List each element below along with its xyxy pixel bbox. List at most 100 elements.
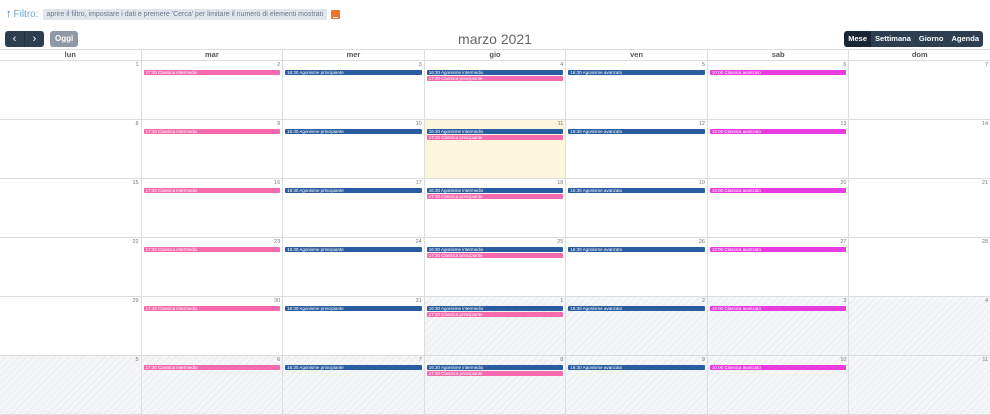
day-cell[interactable]: 29 — [0, 297, 141, 355]
event[interactable]: 10:00 Classica avanzato — [709, 247, 847, 252]
event[interactable]: 16:30 Agonisme intermedio — [426, 247, 564, 252]
day-cell-today[interactable]: 11 16:30 Agonisme intermedio 17:30 Classic… — [423, 120, 566, 178]
today-button[interactable]: Oggi — [50, 31, 79, 47]
event[interactable]: 16:30 Agonisme principiante — [285, 129, 422, 134]
event[interactable]: 16:30 Agonisme avanzato — [568, 365, 705, 370]
event[interactable]: 16:30 Agonisme avanzato — [568, 247, 705, 252]
day-cell-other-month[interactable]: 11 — [848, 356, 990, 414]
day-cell[interactable]: 10 16:30 Agonisme principiante — [282, 120, 424, 178]
day-number: 17 — [415, 180, 422, 186]
day-cell-other-month[interactable]: 6 17:30 Classica intermedio — [140, 356, 283, 414]
view-week-button[interactable]: Settimana — [871, 31, 915, 47]
day-cell-other-month[interactable]: 10 10:00 Classica avanzato — [706, 356, 849, 414]
event[interactable]: 17:30 Classica principiante — [426, 194, 564, 199]
day-cell-other-month[interactable]: 4 — [848, 297, 990, 355]
event[interactable]: 10:00 Classica avanzato — [709, 365, 847, 370]
day-cell[interactable]: 7 — [848, 61, 990, 119]
day-cell-other-month[interactable]: 9 16:30 Agonisme avanzato — [565, 356, 707, 414]
event[interactable]: 17:30 Classica principiante — [426, 135, 564, 140]
day-cell[interactable]: 22 — [0, 238, 141, 296]
event[interactable]: 16:30 Agonisme intermedio — [426, 188, 564, 193]
day-cell[interactable]: 5 16:30 Agonisme avanzato — [565, 61, 707, 119]
day-cell[interactable]: 19 16:30 Agonisme avanzato — [565, 179, 707, 237]
event[interactable]: 16:30 Agonisme principiante — [285, 188, 422, 193]
day-cell[interactable]: 31 16:30 Agonisme principiante — [282, 297, 424, 355]
day-cell[interactable]: 12 16:30 Agonisme avanzato — [565, 120, 707, 178]
event[interactable]: 10:00 Classica avanzato — [709, 129, 847, 134]
day-cell-other-month[interactable]: 8 16:30 Agonisme intermedio 17:30 Classica… — [423, 356, 566, 414]
event[interactable]: 16:30 Agonisme avanzato — [568, 188, 705, 193]
day-number: 18 — [557, 180, 564, 186]
day-cell[interactable]: 14 — [848, 120, 990, 178]
weekday-mon: lun — [64, 50, 76, 59]
day-cell[interactable]: 24 16:30 Agonisme principiante — [282, 238, 424, 296]
day-cell[interactable]: 13 10:00 Classica avanzato — [706, 120, 849, 178]
event[interactable]: 16:30 Agonisme intermedio — [426, 306, 564, 311]
event[interactable]: 17:30 Classica intermedio — [143, 70, 281, 75]
day-number: 26 — [698, 239, 705, 245]
day-cell[interactable]: 26 16:30 Agonisme avanzato — [565, 238, 707, 296]
day-cell-other-month[interactable]: 7 16:30 Agonisme principiante — [282, 356, 424, 414]
day-cell[interactable]: 20 10:00 Classica avanzato — [706, 179, 849, 237]
event[interactable]: 16:30 Agonisme avanzato — [568, 129, 705, 134]
filter-open-icon[interactable] — [331, 9, 341, 19]
weekday-sat: sab — [706, 50, 849, 60]
day-cell[interactable]: 9 17:30 Classica intermedio — [140, 120, 283, 178]
day-cell[interactable]: 2 17:30 Classica intermedio — [140, 61, 283, 119]
event[interactable]: 17:30 Classica intermedio — [143, 188, 281, 193]
event[interactable]: 16:30 Agonisme avanzato — [568, 70, 705, 75]
day-cell[interactable]: 16 17:30 Classica intermedio — [140, 179, 283, 237]
day-cell[interactable]: 27 10:00 Classica avanzato — [706, 238, 849, 296]
event[interactable]: 10:00 Classica avanzato — [709, 70, 847, 75]
view-agenda-button[interactable]: Agenda — [947, 31, 983, 47]
week-row: 15 16 17:30 Classica intermedio 17 16:30 A… — [0, 179, 990, 238]
event[interactable]: 16:30 Agonisme intermedio — [426, 129, 564, 134]
event[interactable]: 16:30 Agonisme principiante — [285, 70, 422, 75]
event[interactable]: 17:30 Classica principiante — [426, 312, 564, 317]
day-number: 1 — [135, 62, 139, 68]
day-number: 3 — [418, 62, 422, 68]
day-cell-other-month[interactable]: 3 10:00 Classica avanzato — [706, 297, 849, 355]
day-cell-other-month[interactable]: 5 — [0, 356, 141, 414]
event[interactable]: 16:30 Agonisme intermedio — [426, 365, 564, 370]
event[interactable]: 16:30 Agonisme principiante — [285, 247, 422, 252]
day-cell[interactable]: 15 — [0, 179, 141, 237]
day-cell[interactable]: 28 — [848, 238, 990, 296]
view-month-button[interactable]: Mese — [844, 31, 872, 47]
event[interactable]: 17:30 Classica intermedio — [143, 247, 281, 252]
day-cell[interactable]: 25 16:30 Agonisme intermedio 17:30 Classic… — [423, 238, 566, 296]
event[interactable]: 16:30 Agonisme principiante — [285, 306, 422, 311]
event[interactable]: 17:30 Classica principiante — [426, 253, 564, 258]
event[interactable]: 17:30 Classica intermedio — [143, 129, 281, 134]
prev-button[interactable]: ‹ — [5, 31, 25, 47]
day-cell[interactable]: 18 16:30 Agonisme intermedio 17:30 Classic… — [423, 179, 566, 237]
event[interactable]: 17:30 Classica intermedio — [143, 365, 281, 370]
day-cell[interactable]: 21 — [848, 179, 990, 237]
day-cell[interactable]: 8 — [0, 120, 141, 178]
filter-toggle[interactable]: ↑ Filtro: — [6, 8, 39, 20]
event[interactable]: 16:30 Agonisme avanzato — [568, 306, 705, 311]
day-cell[interactable]: 4 16:30 Agonisme intermedio 17:30 Classica… — [423, 61, 566, 119]
day-number: 22 — [132, 239, 139, 245]
day-cell[interactable]: 30 17:30 Classica intermedio — [140, 297, 283, 355]
day-cell-other-month[interactable]: 1 16:30 Agonisme intermedio 17:30 Classica… — [423, 297, 566, 355]
event[interactable]: 17:30 Classica intermedio — [143, 306, 281, 311]
event[interactable]: 16:30 Agonisme principiante — [285, 365, 422, 370]
day-cell[interactable]: 3 16:30 Agonisme principiante — [282, 61, 424, 119]
view-switcher: Mese Settimana Giorno Agenda — [844, 31, 983, 47]
view-day-button[interactable]: Giorno — [914, 31, 948, 47]
event[interactable]: 17:30 Classica principiante — [426, 76, 564, 81]
event[interactable]: 10:00 Classica avanzato — [709, 188, 847, 193]
day-cell[interactable]: 1 — [0, 61, 141, 119]
day-cell[interactable]: 23 17:30 Classica intermedio — [140, 238, 283, 296]
day-cell-other-month[interactable]: 2 16:30 Agonisme avanzato — [565, 297, 707, 355]
day-number: 5 — [701, 62, 705, 68]
event[interactable]: 10:00 Classica avanzato — [709, 306, 847, 311]
event[interactable]: 17:30 Classica principiante — [426, 371, 564, 376]
event[interactable]: 16:30 Agonisme intermedio — [426, 70, 564, 75]
day-number: 9 — [277, 121, 281, 127]
next-button[interactable]: › — [25, 31, 44, 47]
day-cell[interactable]: 17 16:30 Agonisme principiante — [282, 179, 424, 237]
day-number: 19 — [698, 180, 705, 186]
day-cell[interactable]: 6 10:00 Classica avanzato — [706, 61, 849, 119]
